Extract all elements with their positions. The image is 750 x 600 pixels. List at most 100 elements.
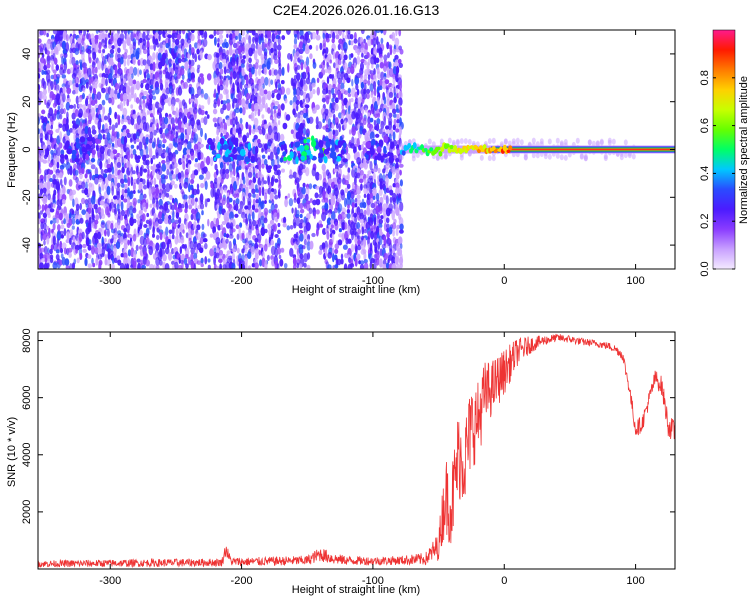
spectrogram-cell bbox=[337, 82, 342, 92]
spectrogram-cell bbox=[66, 231, 70, 241]
spectrogram-cell bbox=[247, 142, 251, 150]
spectrogram-cell bbox=[171, 234, 175, 240]
spectrogram-cell bbox=[153, 264, 157, 269]
spectrogram-cell bbox=[309, 153, 313, 160]
spectrogram-cell bbox=[254, 69, 258, 77]
spectrogram-cell bbox=[302, 122, 306, 129]
spectrogram-cell bbox=[396, 119, 400, 124]
spectrogram-cell bbox=[71, 217, 76, 225]
spectrogram-cell bbox=[340, 258, 344, 265]
spectrogram-cell bbox=[102, 106, 106, 115]
spectrogram-cell bbox=[277, 119, 281, 126]
spectrogram-cell bbox=[232, 199, 236, 207]
spectrogram-cell bbox=[145, 122, 150, 132]
spectrogram-cell bbox=[110, 88, 115, 98]
spectrogram-cell bbox=[382, 30, 387, 36]
spectrogram-cell bbox=[393, 113, 397, 118]
spectrogram-cell bbox=[305, 222, 311, 232]
spectrogram-cell bbox=[149, 79, 154, 86]
spectrogram-cell bbox=[189, 240, 194, 250]
spectrogram-cell bbox=[93, 232, 98, 240]
spectrogram-cell bbox=[301, 186, 306, 195]
spectrogram-cell bbox=[152, 95, 157, 101]
spectrogram-cell bbox=[205, 155, 211, 166]
spectrogram-cell bbox=[109, 201, 115, 209]
spectrogram-cell bbox=[266, 41, 271, 51]
spectrogram-cell bbox=[231, 252, 236, 261]
spectrogram-cell bbox=[187, 53, 191, 59]
spectrogram-cell bbox=[123, 193, 128, 199]
spectrogram-cell bbox=[303, 84, 308, 92]
spectrogram-cell bbox=[95, 207, 99, 214]
spectrogram-cell bbox=[46, 147, 50, 158]
spectrogram-cell bbox=[81, 181, 86, 190]
spectrogram-cell bbox=[392, 108, 397, 115]
spectrogram-cell bbox=[223, 66, 227, 75]
spectrogram-cell bbox=[306, 264, 311, 269]
spectrogram-cell bbox=[491, 137, 496, 144]
spectrogram-cell bbox=[177, 86, 183, 96]
spectrogram-cell bbox=[379, 248, 383, 257]
spectrogram-cell bbox=[332, 93, 337, 99]
spectrogram-cell bbox=[224, 41, 229, 49]
spectrogram-cell bbox=[196, 86, 202, 96]
snr-y-axis-label: SNR (10 * v/v) bbox=[6, 417, 18, 487]
spectrogram-cell bbox=[190, 229, 195, 236]
spectrogram-cell bbox=[187, 163, 191, 173]
spectrogram-cell bbox=[101, 87, 106, 94]
spectrogram-cell bbox=[42, 30, 47, 36]
spectrogram-cell bbox=[123, 252, 128, 259]
spectrogram-cell bbox=[206, 73, 212, 81]
spectrogram-cell bbox=[276, 132, 281, 143]
spectrogram-cell bbox=[221, 197, 226, 206]
spectrogram-cell bbox=[378, 205, 383, 215]
spectrogram-cell bbox=[98, 33, 102, 41]
spectrogram-cell bbox=[59, 113, 63, 120]
spectrogram-cell bbox=[152, 61, 156, 72]
spectrogram-cell bbox=[194, 53, 197, 63]
spectrogram-cell bbox=[248, 72, 253, 79]
spectrogram-cell bbox=[332, 265, 335, 269]
spectrogram-cell bbox=[317, 121, 323, 130]
spectrogram-cell bbox=[184, 122, 189, 128]
spectrogram-cell bbox=[213, 157, 217, 162]
spectrogram-cell bbox=[151, 167, 155, 177]
spectrogram-cell bbox=[383, 193, 387, 200]
spectrogram-cell bbox=[394, 54, 399, 61]
spectrogram-cell bbox=[280, 133, 285, 142]
spectrogram-cell bbox=[96, 242, 102, 248]
spectrogram-cell bbox=[199, 193, 204, 203]
spectrogram-cell bbox=[376, 71, 382, 80]
spectrogram-cell bbox=[398, 62, 403, 68]
spectrogram-cell bbox=[56, 231, 62, 241]
spectrogram-cell bbox=[318, 250, 323, 255]
spectrogram-cell bbox=[340, 191, 346, 201]
spectrogram-cell bbox=[342, 158, 348, 163]
spectrogram-cell bbox=[59, 131, 63, 141]
spectrogram-cell bbox=[331, 233, 335, 243]
spectrogram-cell bbox=[89, 171, 92, 181]
spectrogram-cell bbox=[62, 185, 66, 195]
spectrogram-cell bbox=[43, 172, 47, 183]
spectrogram-cell bbox=[350, 65, 355, 75]
spectrogram-cell bbox=[189, 137, 194, 144]
spectrogram-cell bbox=[264, 200, 267, 204]
spectrogram-cell bbox=[167, 97, 172, 107]
spectrogram-cell bbox=[178, 44, 182, 49]
spectrogram-cell bbox=[64, 154, 69, 160]
x-tick-label: 100 bbox=[626, 275, 644, 287]
spectrogram-cell bbox=[164, 94, 168, 100]
spectrogram-cell bbox=[74, 169, 79, 176]
x-tick-label: -100 bbox=[362, 275, 384, 287]
spectrogram-cell bbox=[38, 204, 42, 210]
colorbar-tick-label: 0.6 bbox=[699, 118, 711, 133]
spectrogram-cell bbox=[143, 90, 148, 96]
spectrogram-cell bbox=[176, 73, 181, 79]
spectrogram-cell bbox=[130, 104, 134, 109]
spectrogram-cell bbox=[190, 213, 194, 221]
spectrogram-cell bbox=[241, 232, 245, 241]
spectrogram-cell bbox=[87, 45, 92, 50]
spectrogram-cell bbox=[245, 178, 250, 187]
spectrogram-cell bbox=[105, 78, 108, 87]
